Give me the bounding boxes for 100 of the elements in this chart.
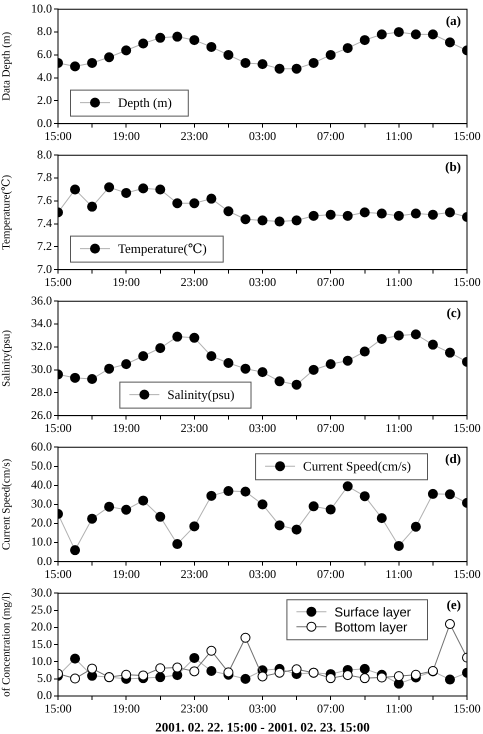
point — [172, 539, 182, 550]
x-tick-label: 07:00 — [316, 274, 344, 289]
y-tick-label: 7.8 — [37, 170, 52, 184]
point — [376, 672, 387, 682]
x-tick-label: 03:00 — [248, 128, 276, 143]
point — [104, 182, 114, 192]
annotation: (c) — [446, 305, 461, 320]
point — [87, 202, 98, 212]
point — [189, 666, 200, 676]
point — [70, 654, 80, 664]
point — [444, 489, 455, 500]
point — [274, 668, 285, 678]
point — [189, 521, 200, 532]
point — [70, 184, 80, 195]
point — [223, 358, 234, 368]
point — [308, 501, 319, 512]
point — [155, 672, 166, 682]
point — [274, 64, 285, 74]
point — [360, 664, 370, 674]
y-tick-label: 10.0 — [31, 654, 52, 668]
point — [206, 666, 216, 676]
x-tick-label: 15:00 — [453, 420, 481, 435]
point — [342, 43, 353, 54]
point — [342, 210, 353, 221]
point — [258, 671, 268, 682]
y-tick-label: 40.0 — [31, 477, 52, 492]
point — [223, 486, 234, 496]
y-tick-label: 30.0 — [31, 585, 52, 600]
y-tick-label: 20.0 — [31, 516, 52, 530]
point — [240, 58, 250, 68]
x-tick-label: 23:00 — [180, 420, 208, 435]
y-tick-label: 10.0 — [31, 534, 52, 549]
point — [410, 329, 421, 340]
point — [410, 522, 421, 532]
point — [87, 58, 98, 68]
y-tick-label: 7.6 — [37, 193, 52, 208]
y-tick-label: 10.0 — [31, 1, 52, 16]
y-tick-label: 7.4 — [37, 216, 52, 230]
point — [394, 330, 404, 341]
y-tick-label: 32.0 — [31, 339, 52, 354]
point — [240, 674, 250, 684]
point — [87, 514, 98, 524]
point — [342, 481, 353, 492]
point — [155, 32, 166, 43]
x-tick-label: 15:00 — [453, 128, 481, 143]
y-tick-label: 6.0 — [37, 47, 52, 62]
x-tick-label: 15:00 — [453, 274, 481, 289]
x-tick-label: 23:00 — [180, 128, 208, 143]
point — [428, 29, 438, 40]
y-tick-label: 0.0 — [37, 554, 52, 568]
x-tick-label: 15:00 — [44, 420, 72, 435]
point — [206, 42, 216, 52]
point — [292, 380, 302, 390]
point — [70, 674, 80, 684]
x-tick-label: 15:00 — [44, 274, 72, 289]
point — [258, 215, 268, 226]
point — [376, 334, 387, 344]
point — [360, 491, 370, 502]
point — [376, 208, 387, 219]
point — [326, 210, 336, 220]
point — [155, 343, 166, 354]
y-tick-label: 8.0 — [37, 147, 52, 162]
x-tick-label: 19:00 — [112, 274, 140, 289]
y-tick-label: 25.0 — [31, 602, 52, 616]
y-tick-label: 26.0 — [31, 408, 52, 422]
point — [360, 346, 370, 357]
y-tick-label: 50.0 — [31, 458, 52, 472]
y-tick-label: 7.2 — [37, 238, 52, 253]
y-axis-title: Temperature(℃) — [0, 174, 12, 250]
x-tick-label: 03:00 — [248, 566, 276, 581]
point — [394, 671, 404, 682]
y-tick-label: 2.0 — [37, 92, 52, 107]
point — [444, 619, 455, 630]
y-tick-label: 34.0 — [31, 316, 52, 330]
x-tick-label: 11:00 — [385, 701, 412, 716]
x-tick-label: 03:00 — [248, 274, 276, 289]
x-tick-label: 19:00 — [112, 701, 140, 716]
x-tick-label: 15:00 — [453, 701, 481, 716]
x-tick-label: 19:00 — [112, 128, 140, 143]
x-tick-label: 11:00 — [385, 566, 412, 581]
x-tick-label: 11:00 — [385, 420, 412, 435]
point — [87, 664, 98, 674]
point — [326, 673, 336, 684]
point — [258, 367, 268, 378]
point — [428, 210, 438, 220]
point — [308, 210, 319, 221]
y-tick-label: 15.0 — [31, 636, 52, 651]
y-tick-label: 60.0 — [31, 439, 52, 454]
point — [121, 188, 132, 198]
point — [121, 45, 132, 56]
point — [70, 61, 80, 72]
point — [360, 35, 370, 46]
point — [240, 632, 250, 643]
point — [292, 215, 302, 226]
y-axis-title: of Concentration (mg/l) — [0, 592, 12, 697]
y-tick-label: 7.0 — [37, 262, 52, 276]
x-tick-label: 19:00 — [112, 566, 140, 581]
point — [410, 670, 421, 680]
point — [104, 502, 114, 512]
x-tick-label: 07:00 — [316, 420, 344, 435]
